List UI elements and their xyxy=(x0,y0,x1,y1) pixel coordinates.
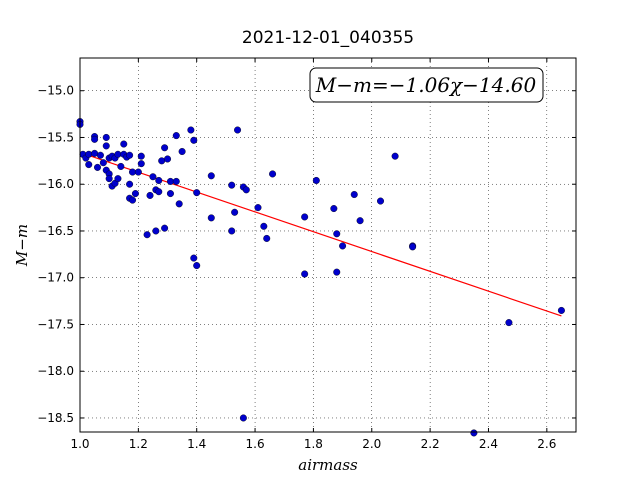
data-point xyxy=(312,176,320,184)
data-point xyxy=(505,319,513,327)
data-point xyxy=(146,191,154,199)
data-point xyxy=(126,180,134,188)
x-tick-label: 2.0 xyxy=(362,437,381,451)
data-point xyxy=(190,254,198,262)
data-point xyxy=(234,126,242,134)
data-point xyxy=(91,135,99,143)
data-point xyxy=(190,136,198,144)
data-point xyxy=(126,151,134,159)
data-point xyxy=(96,151,104,159)
x-tick-label: 2.4 xyxy=(479,437,498,451)
data-point xyxy=(409,243,417,251)
data-point xyxy=(120,140,128,148)
x-tick-label: 1.6 xyxy=(246,437,265,451)
data-point xyxy=(356,217,364,225)
data-point xyxy=(158,157,166,165)
data-point xyxy=(269,170,277,178)
data-point xyxy=(228,181,236,189)
x-tick-label: 1.0 xyxy=(70,437,89,451)
data-point xyxy=(161,224,169,232)
y-axis-label: M−m xyxy=(13,224,31,267)
y-tick-label: −15.0 xyxy=(37,84,74,98)
data-point xyxy=(114,175,122,183)
data-point xyxy=(242,186,250,194)
data-point xyxy=(263,234,271,242)
data-point xyxy=(137,160,145,168)
data-point xyxy=(152,227,160,235)
x-axis-label: airmass xyxy=(298,456,358,474)
data-point xyxy=(470,429,478,437)
data-point xyxy=(207,172,215,180)
data-point xyxy=(350,191,358,199)
data-point xyxy=(239,414,247,422)
y-tick-label: −17.0 xyxy=(37,271,74,285)
data-point xyxy=(254,204,262,212)
data-point xyxy=(85,161,93,169)
data-point xyxy=(155,176,163,184)
y-tick-label: −16.0 xyxy=(37,177,74,191)
data-point xyxy=(193,262,201,270)
data-point xyxy=(114,150,122,158)
data-point xyxy=(377,197,385,205)
data-point xyxy=(172,177,180,185)
data-point xyxy=(155,188,163,196)
data-point xyxy=(228,227,236,235)
data-point xyxy=(91,149,99,157)
data-point xyxy=(193,189,201,197)
data-point xyxy=(94,163,102,171)
x-tick-label: 2.2 xyxy=(421,437,440,451)
data-point xyxy=(105,175,113,183)
chart-title: 2021-12-01_040355 xyxy=(242,28,414,48)
data-point xyxy=(391,152,399,160)
y-tick-label: −15.5 xyxy=(37,130,74,144)
data-point xyxy=(301,270,309,278)
data-point xyxy=(178,147,186,155)
data-points xyxy=(76,118,565,437)
fit-equation: M−m=−1.06χ−14.60 xyxy=(315,73,537,97)
x-tick-label: 2.6 xyxy=(537,437,556,451)
grid xyxy=(79,58,576,432)
data-point xyxy=(137,152,145,160)
data-point xyxy=(557,306,565,314)
data-point xyxy=(85,150,93,158)
data-point xyxy=(301,213,309,221)
data-point xyxy=(339,242,347,250)
y-tick-label: −17.5 xyxy=(37,317,74,331)
data-point xyxy=(129,196,137,204)
data-point xyxy=(99,159,107,167)
data-point xyxy=(187,126,195,134)
data-point xyxy=(131,190,139,198)
axis-ticks: 1.0 1.2 1.4 1.6 1.8 2.0 2.2 2.4 2.6 −15.0 −15.5 −16… xyxy=(37,58,576,451)
x-tick-label: 1.8 xyxy=(304,437,323,451)
data-point xyxy=(117,162,125,170)
x-tick-label: 1.2 xyxy=(129,437,148,451)
data-point xyxy=(161,144,169,152)
plot-frame xyxy=(79,57,577,433)
data-point xyxy=(102,142,110,150)
y-tick-label: −16.5 xyxy=(37,224,74,238)
data-point xyxy=(143,231,151,239)
data-point xyxy=(333,230,341,238)
data-point xyxy=(134,168,142,176)
data-point xyxy=(102,133,110,141)
data-point xyxy=(333,268,341,276)
y-tick-label: −18.0 xyxy=(37,364,74,378)
data-point xyxy=(166,190,174,198)
data-point xyxy=(175,200,183,208)
data-point xyxy=(166,177,174,185)
data-point xyxy=(330,205,338,213)
annotation-frame xyxy=(309,67,544,103)
data-point xyxy=(207,214,215,222)
data-point xyxy=(231,208,239,216)
y-tick-label: −18.5 xyxy=(37,411,74,425)
data-point xyxy=(172,132,180,140)
data-point xyxy=(260,222,268,230)
annotation-box: M−m=−1.06χ−14.60 xyxy=(309,67,544,103)
data-point xyxy=(149,173,157,181)
x-tick-label: 1.4 xyxy=(187,437,206,451)
data-point xyxy=(164,155,172,163)
data-point xyxy=(129,168,137,176)
